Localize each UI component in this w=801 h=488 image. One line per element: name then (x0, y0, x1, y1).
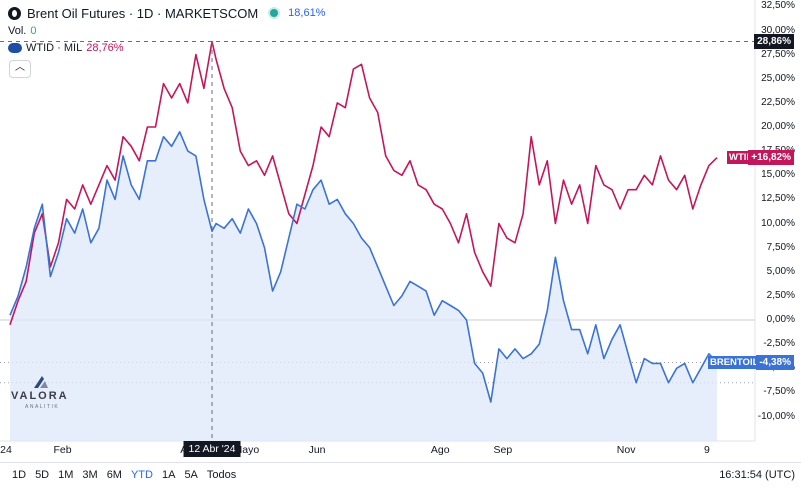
clock-display[interactable]: 16:31:54 (UTC) (719, 469, 795, 481)
y-tick-label: 5,00% (766, 265, 795, 277)
chevron-up-icon[interactable]: ︿ (9, 60, 31, 78)
range-button-todos[interactable]: Todos (206, 469, 237, 481)
compare-value: 28,76% (86, 42, 124, 54)
y-tick-label: 32,50% (761, 0, 795, 12)
volume-value: 0 (30, 25, 37, 37)
range-button-ytd[interactable]: YTD (130, 469, 153, 481)
volume-legend: Vol. 0 (8, 25, 36, 37)
y-tick-label: 12,50% (761, 193, 795, 205)
x-tick-label: 24 (0, 444, 12, 456)
y-tick-label: 30,00% (761, 24, 795, 36)
compare-symbol-icon (8, 43, 22, 53)
range-button-3m[interactable]: 3M (82, 469, 98, 481)
symbol-title[interactable]: Brent Oil Futures · 1D · MARKETSCOM (27, 5, 259, 21)
y-tick-label: 10,00% (761, 217, 795, 229)
x-tick-label: Nov (616, 444, 636, 456)
brent-area-fill (10, 131, 717, 442)
wtid-series-tag: WTID (727, 151, 756, 165)
crosshair-date-tag: 12 Abr '24 (183, 441, 241, 457)
y-tick-label: 15,00% (761, 169, 795, 181)
wtid-series-line (9, 40, 718, 326)
y-tick-label: 2,50% (766, 289, 795, 301)
compare-legend[interactable]: WTID · MIL 28,76% (8, 42, 124, 54)
range-button-5d[interactable]: 5D (35, 469, 50, 481)
y-tick-label: -10,00% (757, 410, 795, 422)
range-selector: 1D 5D 1M 3M 6M YTD 1A 5A Todos (12, 469, 236, 481)
y-tick-label: 20,00% (761, 121, 795, 132)
x-tick-label: Sep (493, 444, 513, 456)
logo-mark-icon (34, 376, 48, 388)
brent-series-line (9, 131, 718, 403)
x-tick-label: Jun (308, 444, 326, 456)
logo-subtitle: ANALITIK (25, 404, 60, 410)
x-tick-label: 9 (703, 444, 710, 456)
compare-label: WTID · MIL (26, 42, 83, 54)
volume-label: Vol. (8, 25, 27, 37)
y-tick-label: 27,50% (761, 48, 795, 60)
wtid-value-tag: +16,82% (748, 150, 794, 166)
range-button-1d[interactable]: 1D (12, 469, 27, 481)
logo-name: VALORA (11, 390, 69, 402)
symbol-change: 18,61% (288, 7, 326, 19)
x-tick-label: Ago (430, 444, 450, 456)
symbol-logo-icon (8, 6, 21, 20)
y-tick-label: 25,00% (761, 72, 795, 84)
range-button-1m[interactable]: 1M (58, 469, 74, 481)
chart-header: Brent Oil Futures · 1D · MARKETSCOM 18,6… (8, 4, 325, 22)
brent-value-tag: -4,38% (756, 354, 794, 370)
bottom-toolbar: 1D 5D 1M 3M 6M YTD 1A 5A Todos 16:31:54 (UTC) (0, 462, 801, 488)
y-tick-label: 22,50% (761, 96, 795, 108)
x-tick-label: Feb (53, 444, 72, 456)
y-tick-label: 7,50% (766, 241, 795, 253)
crosshair-value-tag: 28,86% (754, 34, 794, 49)
range-button-5a[interactable]: 5A (184, 469, 198, 481)
market-status-icon (270, 9, 279, 17)
y-tick-label: -7,50% (763, 386, 795, 398)
y-tick-label: 0,00% (766, 314, 795, 325)
y-tick-label: -2,50% (763, 338, 795, 350)
range-button-6m[interactable]: 6M (106, 469, 122, 481)
watermark-logo: VALORA ANALITIK (11, 375, 71, 411)
brent-series-tag: BRENTOIL (708, 355, 761, 369)
range-button-1a[interactable]: 1A (161, 469, 176, 481)
